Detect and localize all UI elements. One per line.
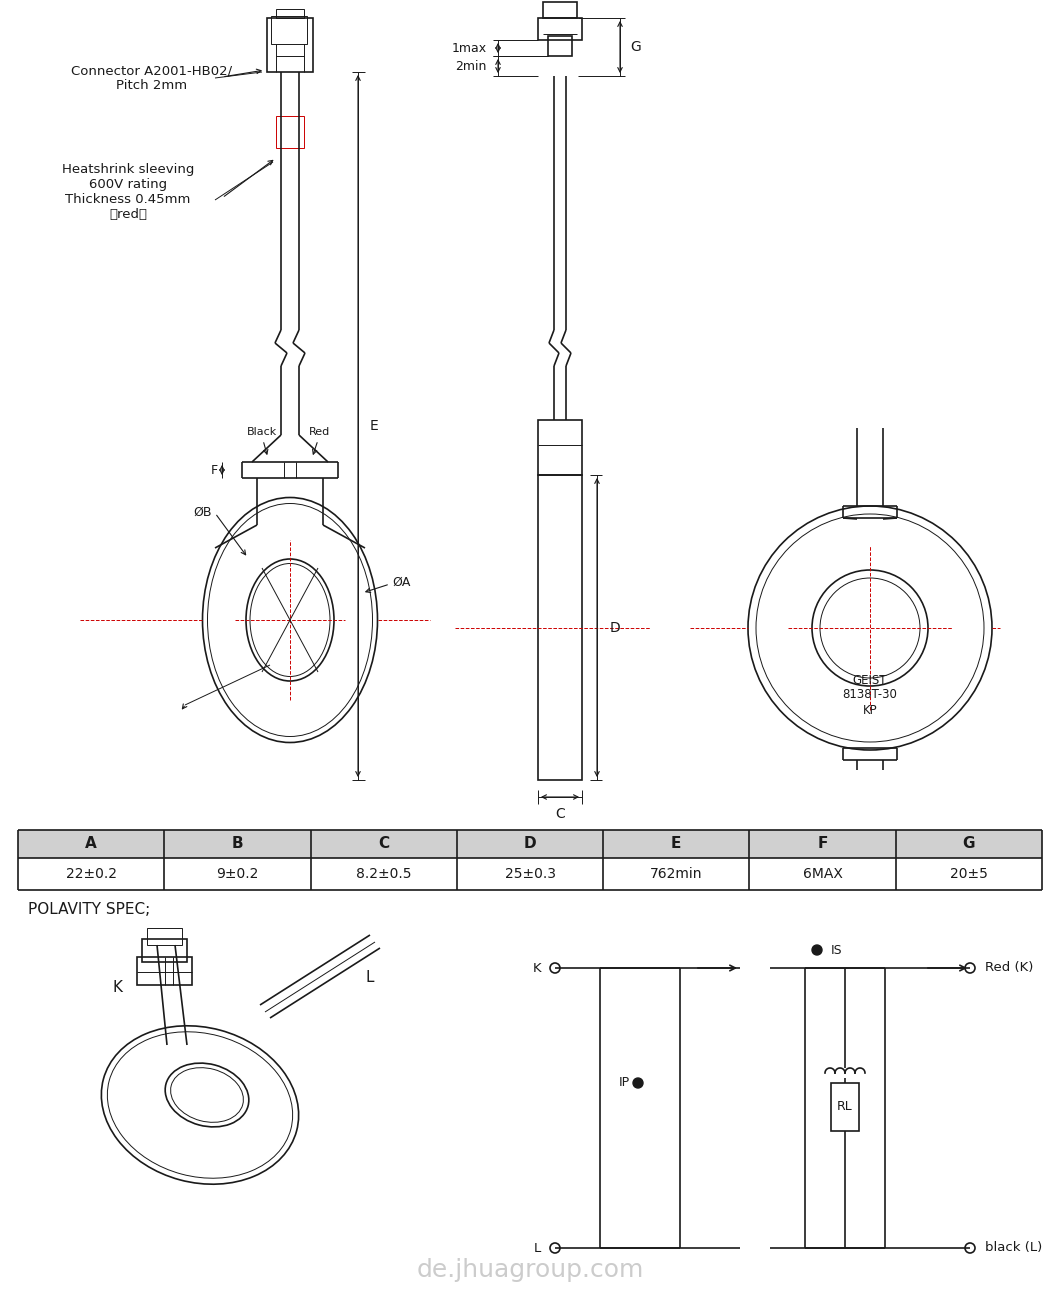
- Text: Black: Black: [247, 427, 277, 437]
- Text: Red: Red: [310, 427, 331, 437]
- Text: L: L: [534, 1242, 541, 1254]
- Bar: [276, 116, 304, 148]
- Bar: [276, 9, 304, 18]
- Bar: [271, 16, 307, 45]
- Text: 22±0.2: 22±0.2: [66, 867, 117, 881]
- Text: ØB: ØB: [194, 506, 212, 519]
- Text: D: D: [524, 836, 536, 852]
- Bar: [538, 18, 582, 39]
- Bar: [142, 939, 187, 962]
- Text: A: A: [85, 836, 98, 852]
- Bar: [538, 475, 582, 780]
- Text: G: G: [962, 836, 975, 852]
- Text: C: C: [378, 836, 389, 852]
- Text: 8.2±0.5: 8.2±0.5: [356, 867, 411, 881]
- Text: RL: RL: [837, 1100, 853, 1113]
- Text: IS: IS: [831, 944, 843, 956]
- Text: F: F: [817, 836, 828, 852]
- Bar: [457, 830, 603, 857]
- Text: Connector A2001-HB02/
Pitch 2mm: Connector A2001-HB02/ Pitch 2mm: [71, 64, 232, 92]
- Text: C: C: [555, 807, 565, 821]
- Text: de.jhuagroup.com: de.jhuagroup.com: [417, 1258, 643, 1281]
- Text: ØA: ØA: [392, 575, 410, 588]
- Bar: [896, 830, 1042, 857]
- Bar: [137, 957, 192, 985]
- Bar: [831, 1083, 859, 1130]
- Text: 20±5: 20±5: [950, 867, 988, 881]
- Text: K: K: [532, 961, 541, 974]
- Text: E: E: [370, 419, 378, 433]
- Bar: [267, 18, 313, 72]
- Bar: [147, 928, 182, 945]
- Text: IP: IP: [619, 1077, 630, 1090]
- Circle shape: [633, 1078, 643, 1088]
- Bar: [603, 830, 749, 857]
- Text: E: E: [671, 836, 682, 852]
- Text: GEIST
8138T-30
KP: GEIST 8138T-30 KP: [843, 674, 898, 717]
- Bar: [311, 830, 457, 857]
- Text: Red (K): Red (K): [985, 961, 1034, 974]
- Bar: [164, 830, 311, 857]
- Text: 1max: 1max: [452, 42, 487, 55]
- Text: 9±0.2: 9±0.2: [216, 867, 259, 881]
- Bar: [18, 830, 164, 857]
- Text: 762min: 762min: [650, 867, 703, 881]
- Text: POLAVITY SPEC;: POLAVITY SPEC;: [28, 902, 151, 918]
- Bar: [548, 35, 572, 56]
- Text: 25±0.3: 25±0.3: [505, 867, 555, 881]
- Bar: [543, 3, 577, 18]
- Circle shape: [812, 945, 822, 955]
- Text: B: B: [232, 836, 243, 852]
- Bar: [749, 830, 896, 857]
- Text: black (L): black (L): [985, 1242, 1042, 1254]
- Bar: [538, 420, 582, 475]
- Text: G: G: [630, 39, 640, 54]
- Text: K: K: [112, 981, 122, 995]
- Text: 2min: 2min: [456, 59, 487, 72]
- Text: Heatshrink sleeving
600V rating
Thickness 0.45mm
（red）: Heatshrink sleeving 600V rating Thicknes…: [61, 163, 194, 221]
- Text: D: D: [610, 621, 621, 635]
- Text: F: F: [211, 463, 218, 477]
- Text: L: L: [366, 970, 374, 986]
- Text: 6MAX: 6MAX: [802, 867, 843, 881]
